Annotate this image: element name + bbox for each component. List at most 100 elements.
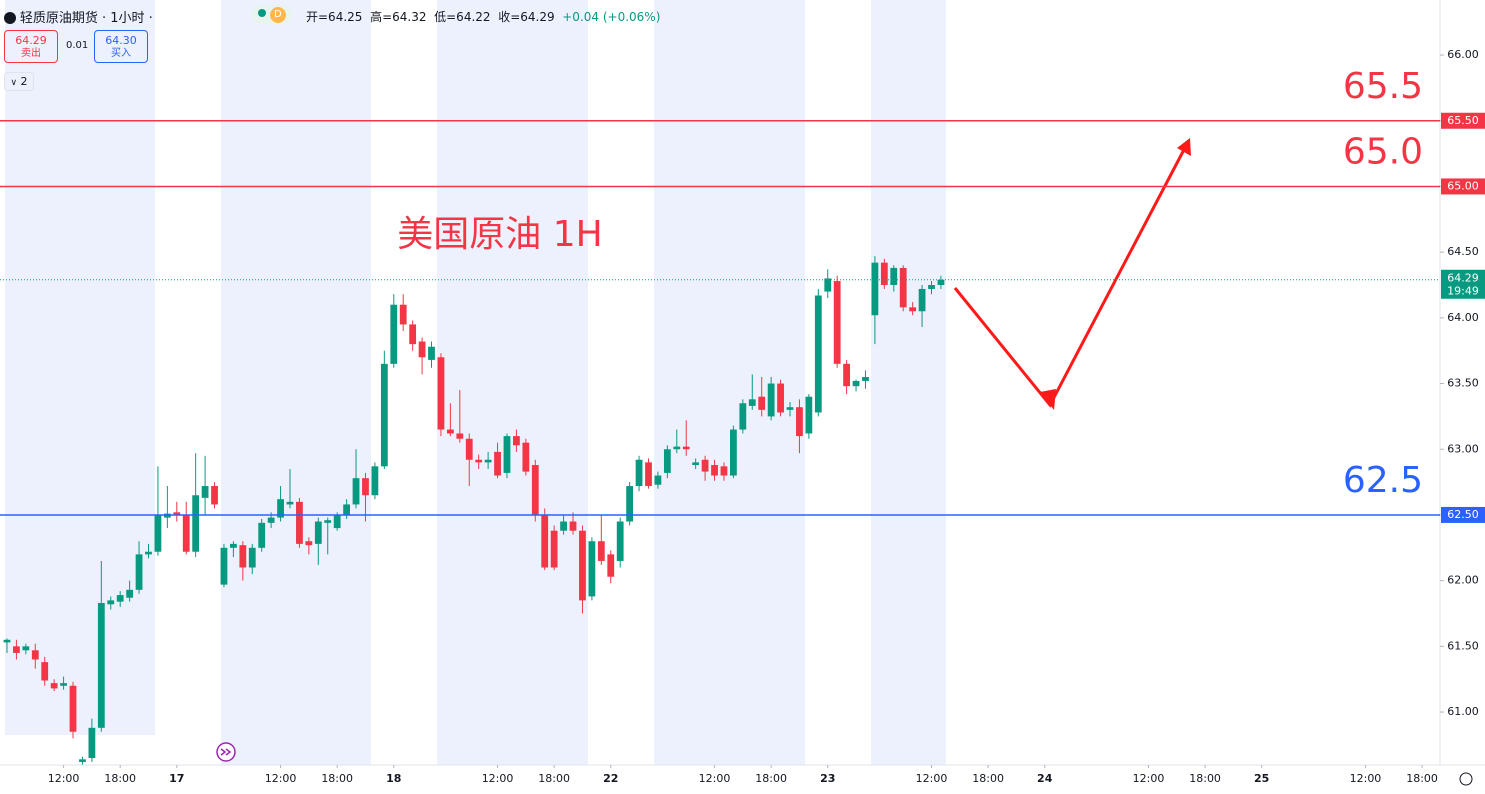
x-tick-label: 12:00 — [265, 772, 297, 785]
sell-button[interactable]: 64.29 卖出 — [4, 30, 58, 63]
badge[interactable]: D — [252, 5, 292, 24]
session-band — [5, 0, 155, 735]
symbol-title: 轻质原油期货 · 1小时 · — [19, 11, 153, 26]
candle-body — [31, 650, 39, 660]
candle-body — [635, 459, 643, 487]
y-tick-label: 61.00 — [1447, 705, 1479, 718]
indicator-toggle[interactable]: ∨ 2 — [4, 72, 34, 91]
candle-body — [50, 683, 58, 689]
y-tick-label: 63.50 — [1447, 377, 1479, 390]
buy-button[interactable]: 64.30 买入 — [94, 30, 148, 63]
settings-icon[interactable] — [1459, 772, 1473, 786]
last-price-label: 64.29 — [1447, 272, 1479, 285]
candle-body — [560, 521, 567, 531]
session-band — [221, 0, 371, 765]
projection-arrow — [953, 141, 1190, 408]
ohlc-change: +0.04 (+0.06%) — [562, 10, 661, 24]
candle-body — [597, 541, 605, 561]
session-shading — [5, 0, 946, 765]
y-tick-label: 62.00 — [1447, 574, 1479, 587]
candle-body — [277, 499, 284, 518]
y-tick-label: 66.00 — [1447, 48, 1479, 61]
candle-body — [41, 662, 49, 681]
candle-body — [701, 459, 709, 472]
candle-body — [814, 295, 822, 413]
candle-body — [852, 380, 860, 387]
candle-body — [296, 501, 303, 544]
candle-body — [116, 595, 124, 602]
candle-body — [899, 267, 907, 308]
candle-body — [484, 459, 492, 463]
candle-body — [211, 486, 218, 505]
x-tick-label: 12:00 — [916, 772, 948, 785]
buy-price: 64.30 — [105, 34, 137, 47]
candle-body — [182, 514, 190, 552]
candle-body — [730, 429, 737, 476]
countdown-label: 19:49 — [1447, 285, 1479, 298]
candle-body — [409, 324, 417, 345]
candle-body — [258, 522, 266, 548]
buy-label: 买入 — [111, 48, 131, 59]
x-tick-label: 12:00 — [699, 772, 731, 785]
ohlc-open: 开=64.25 — [306, 10, 363, 24]
candle-body — [645, 462, 652, 487]
chart-annotation: 美国原油 1H — [397, 214, 602, 255]
candle-body — [720, 466, 728, 476]
candle-body — [833, 281, 841, 364]
candle-body — [503, 436, 511, 473]
candle-body — [333, 514, 341, 529]
candle-body — [201, 486, 209, 498]
symbol-row: 轻质原油期货 · 1小时 · — [4, 7, 153, 26]
candle-body — [79, 759, 86, 762]
y-tick-label: 64.50 — [1447, 245, 1479, 258]
status-dot — [258, 9, 266, 17]
level-tag-label: 62.50 — [1447, 508, 1479, 521]
candle-body — [843, 363, 850, 387]
candle-body — [371, 466, 379, 496]
x-tick-label: 24 — [1037, 772, 1053, 785]
candle-body — [786, 407, 794, 410]
candle-body — [69, 685, 77, 732]
level-tag-label: 65.00 — [1447, 179, 1479, 192]
candle-body — [682, 446, 690, 450]
candle-body — [777, 383, 784, 413]
ohlc-high: 高=64.32 — [370, 10, 427, 24]
candle-body — [239, 545, 247, 568]
plot: 61.00 61.50 62.00 62.50 63.00 63.50 64.00 64.50… — [0, 48, 1485, 785]
level-annotation: 65.5 — [1343, 66, 1423, 107]
candle-body — [107, 600, 115, 605]
candle-body — [692, 462, 700, 466]
candle-body — [267, 517, 275, 523]
candle-body — [230, 543, 237, 548]
arrow-head — [1040, 389, 1056, 410]
candle-body — [607, 554, 615, 577]
x-tick-label: 18:00 — [538, 772, 570, 785]
candle-body — [918, 288, 926, 312]
candle-body — [909, 307, 917, 312]
candle-body — [192, 495, 200, 552]
session-band — [871, 0, 946, 765]
candle-body — [437, 357, 445, 430]
candle-body — [758, 396, 766, 410]
y-tick-label: 63.00 — [1447, 442, 1479, 455]
x-tick-label: 12:00 — [1133, 772, 1165, 785]
x-tick-label: 18:00 — [104, 772, 136, 785]
candle-body — [390, 304, 398, 364]
candle-body — [173, 512, 181, 515]
candle-body — [880, 262, 888, 286]
candle-body — [97, 602, 105, 728]
candle-body — [862, 376, 869, 381]
candle-body — [626, 486, 634, 522]
level-annotation: 65.0 — [1343, 131, 1423, 172]
candle-body — [286, 501, 294, 505]
level-tag — [1441, 178, 1485, 195]
candle-body — [663, 449, 671, 473]
x-tick-label: 22 — [603, 772, 618, 785]
candle-body — [673, 446, 681, 450]
candle-body — [305, 541, 313, 546]
spread: 0.01 — [66, 40, 89, 51]
x-tick-label: 18 — [386, 772, 401, 785]
candle-body — [475, 459, 483, 463]
ohlc-row: 开=64.25 高=64.32 低=64.22 收=64.29 +0.04 (+… — [306, 8, 660, 25]
